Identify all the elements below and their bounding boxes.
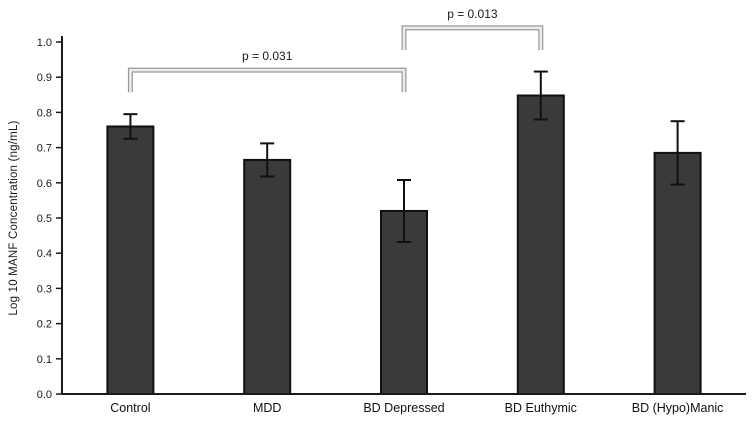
p-value-label: p = 0.013 — [447, 7, 498, 21]
y-tick-label: 0.3 — [37, 283, 52, 295]
significance-bracket — [127, 67, 407, 93]
y-tick-label: 0.9 — [37, 72, 52, 84]
y-tick-label: 0.0 — [37, 389, 52, 401]
y-tick-label: 0.7 — [37, 143, 52, 155]
y-axis-label: Log 10 MANF Concentration (ng/mL) — [8, 120, 20, 316]
significance-bracket-highlight — [129, 68, 406, 93]
y-tick-label: 0.8 — [37, 107, 52, 119]
significance-bracket — [401, 25, 544, 50]
p-value-label: p = 0.031 — [242, 49, 293, 63]
y-tick-label: 0.4 — [37, 248, 52, 260]
x-category-label-bd-euthymic: BD Euthymic — [505, 401, 577, 415]
y-tick-label: 0.2 — [37, 319, 52, 331]
bar-mdd — [243, 158, 292, 395]
x-category-label-mdd: MDD — [253, 401, 281, 415]
y-tick-label: 0.5 — [37, 213, 52, 225]
x-category-label-control: Control — [110, 401, 150, 415]
significance-bracket-highlight — [402, 26, 543, 50]
bar-bd-euthymic — [516, 94, 565, 395]
y-tick-label: 0.1 — [37, 354, 52, 366]
bar-control — [106, 125, 155, 395]
y-tick-label: 1.0 — [37, 37, 52, 49]
x-category-label-bd-depressed: BD Depressed — [363, 401, 444, 415]
x-category-label-bd-hypo-manic: BD (Hypo)Manic — [632, 401, 724, 415]
bar-bd-hypo-manic — [653, 151, 702, 395]
y-tick-label: 0.6 — [37, 178, 52, 190]
